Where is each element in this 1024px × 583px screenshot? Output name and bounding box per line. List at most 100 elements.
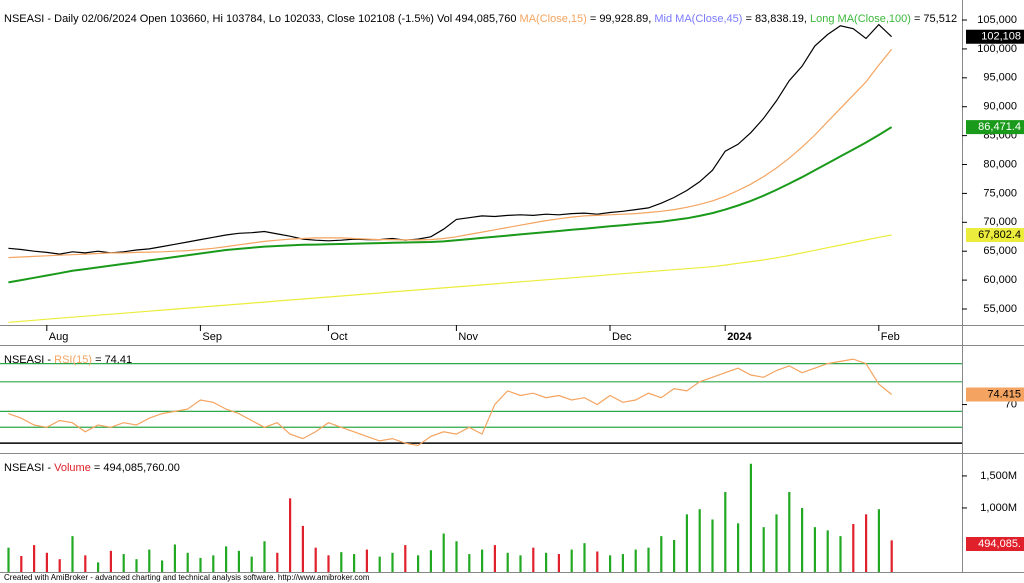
series-line <box>8 358 892 447</box>
volume-bar <box>557 554 560 572</box>
volume-bar <box>519 555 522 572</box>
title-part: = 75,512 <box>911 13 957 25</box>
title-part: MA(Close,15) <box>520 13 587 25</box>
volume-bar <box>7 547 10 572</box>
title-part: Mid MA(Close,45) <box>654 13 742 25</box>
title-part: = 99,928.89, <box>587 13 655 25</box>
y-tick-label: 55,000 <box>983 303 1017 315</box>
volume-bar <box>327 555 330 572</box>
volume-bar <box>378 556 381 572</box>
value-label-box <box>966 120 1024 135</box>
volume-bar <box>97 562 100 572</box>
pane-title: NSEASI - RSI(15) = 74.41 <box>4 354 132 366</box>
pane-title: NSEASI - Volume = 494,085,760.00 <box>4 462 180 474</box>
y-tick-label: 70,000 <box>983 216 1017 228</box>
y-tick-label: 100,000 <box>977 43 1017 55</box>
volume-bar <box>596 551 599 572</box>
x-tick-label: Dec <box>612 331 632 343</box>
volume-bar <box>621 554 624 572</box>
y-tick-label: 1,500M <box>980 470 1017 482</box>
volume-bar <box>775 514 778 572</box>
volume-bar <box>788 491 791 572</box>
volume-bar <box>545 552 548 572</box>
x-tick-label: 2024 <box>727 331 752 343</box>
y-tick-label: 105,000 <box>977 14 1017 26</box>
volume-bar <box>570 549 573 572</box>
value-label-box <box>966 228 1024 243</box>
x-tick-label: Oct <box>330 331 347 343</box>
volume-bar <box>877 509 880 572</box>
volume-bar <box>506 552 509 572</box>
series-line <box>8 48 893 259</box>
title-part: NSEASI - Daily 02/06/2024 Open 103660, H… <box>4 13 520 25</box>
volume-bar <box>353 554 356 572</box>
volume-bar <box>33 545 36 572</box>
volume-bar <box>583 543 586 572</box>
volume-bar <box>865 514 868 572</box>
volume-bar <box>468 554 471 572</box>
volume-bar <box>135 559 138 572</box>
volume-bar <box>109 550 112 572</box>
series-line <box>8 234 892 323</box>
volume-bar <box>161 560 164 572</box>
volume-bar <box>186 552 189 572</box>
volume-bar <box>391 552 394 572</box>
volume-bar <box>493 545 496 572</box>
volume-bar <box>737 523 740 572</box>
title-part: NSEASI - <box>4 354 54 366</box>
x-tick-label: Nov <box>458 331 478 343</box>
y-tick-label: 80,000 <box>983 158 1017 170</box>
volume-bar <box>404 545 407 572</box>
pane-title: NSEASI - Daily 02/06/2024 Open 103660, H… <box>4 13 957 25</box>
y-tick-label: 95,000 <box>983 72 1017 84</box>
volume-bar <box>455 541 458 572</box>
y-tick-label: 65,000 <box>983 245 1017 257</box>
volume-bar <box>250 556 253 572</box>
volume-bar <box>58 559 61 572</box>
volume-bar <box>289 498 292 572</box>
x-tick-label: Aug <box>49 331 69 343</box>
title-part: = 83,838.19, <box>742 13 810 25</box>
y-tick-label: 60,000 <box>983 274 1017 286</box>
value-label: 102,108 <box>981 31 1021 43</box>
volume-bar <box>532 547 535 572</box>
volume-bar <box>762 527 765 572</box>
value-label-box <box>966 387 1024 402</box>
volume-bar <box>301 525 304 572</box>
volume-bar <box>813 527 816 572</box>
volume-bar <box>148 549 151 572</box>
volume-bar <box>199 557 202 572</box>
series-line <box>8 126 893 284</box>
volume-bar <box>852 523 855 572</box>
volume-bar <box>237 550 240 572</box>
volume-bar <box>660 536 663 572</box>
series-line <box>8 23 893 255</box>
volume-bar <box>749 463 752 572</box>
volume-bar <box>212 555 215 572</box>
volume-bar <box>685 514 688 572</box>
volume-bar <box>71 536 74 572</box>
volume-bar <box>647 547 650 572</box>
volume-bar <box>365 549 368 572</box>
title-part: Volume <box>54 462 91 474</box>
y-tick-label: 90,000 <box>983 101 1017 113</box>
volume-bar <box>314 547 317 572</box>
x-tick-label: Feb <box>881 331 900 343</box>
footer: Created with AmiBroker - advanced charti… <box>4 573 370 582</box>
title-part: = 74.41 <box>92 354 132 366</box>
title-part: NSEASI - <box>4 462 54 474</box>
y-tick-label: 75,000 <box>983 187 1017 199</box>
volume-bar <box>724 491 727 572</box>
value-label: 67,802.4 <box>978 229 1021 241</box>
value-label: 86,471.4 <box>978 121 1021 133</box>
value-label-box <box>966 29 1024 44</box>
volume-bar <box>826 530 829 572</box>
y-tick-label: 1,000M <box>980 502 1017 514</box>
volume-bar <box>481 549 484 572</box>
volume-bar <box>839 536 842 572</box>
volume-bar <box>417 555 420 572</box>
volume-bar <box>890 540 893 572</box>
title-part: RSI(15) <box>54 354 92 366</box>
volume-bar <box>711 519 714 572</box>
